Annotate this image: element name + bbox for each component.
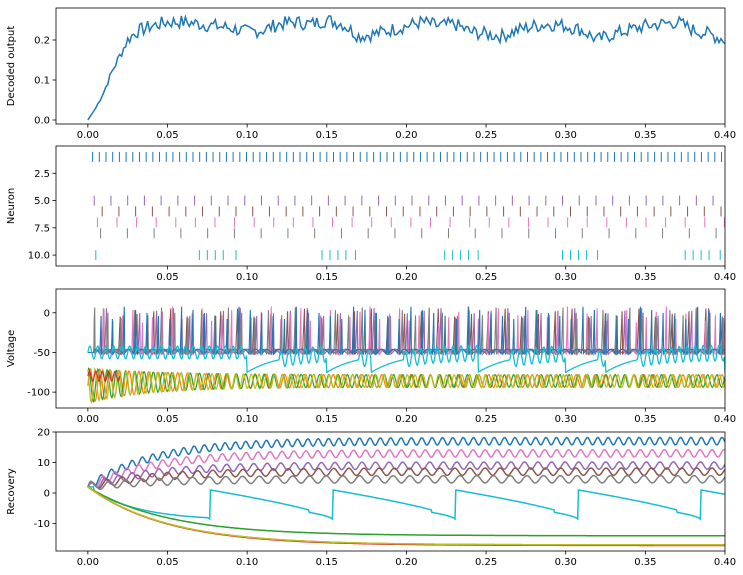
y-tick-label: 10: [37, 458, 50, 469]
x-tick-label: 0.15: [316, 130, 338, 141]
recovery-trace: [87, 474, 725, 490]
x-tick-label: 0.25: [475, 130, 497, 141]
x-tick-label: 0.40: [714, 272, 736, 283]
x-tick-label: 0.10: [236, 557, 258, 568]
x-tick-label: 0.25: [475, 272, 497, 283]
voltage-trace: [87, 366, 725, 403]
recovery-trace: [87, 461, 725, 489]
x-tick-label: 0.35: [634, 557, 656, 568]
recovery-trace: [87, 448, 725, 488]
x-tick-label: 0.05: [156, 557, 178, 568]
x-tick-label: 0.20: [395, 130, 417, 141]
y-tick-label: 2.5: [34, 169, 50, 180]
x-tick-label: 0.05: [156, 130, 178, 141]
voltage-panel: 0.00 0.05 0.10 0.15 0.20 0.25 0.30 0.35 0.40 0 -50…: [6, 288, 736, 425]
x-tick-label: 0.35: [634, 272, 656, 283]
y-tick-label: 20: [37, 428, 50, 439]
x-tick-label: 0.10: [236, 130, 258, 141]
recovery-trace: [87, 486, 725, 537]
x-tick-label: 0.30: [555, 272, 577, 283]
x-tick-label: 0.25: [475, 414, 497, 425]
x-tick-label: 0.40: [714, 414, 736, 425]
y-tick-label: 0: [44, 308, 50, 319]
y-tick-label: 7.5: [34, 223, 50, 234]
decoded-output-line: [87, 14, 725, 121]
x-tick-label: 0.35: [634, 414, 656, 425]
recovery-trace: [87, 467, 725, 489]
recovery-trace: [87, 436, 725, 488]
x-tick-label: 0.00: [77, 557, 99, 568]
y-tick-label: 0: [44, 489, 50, 500]
axes-frame: [55, 431, 726, 552]
x-tick-label: 0.20: [395, 272, 417, 283]
y-tick-label: 0.1: [34, 76, 50, 87]
x-tick-label: 0.30: [555, 557, 577, 568]
x-tick-label: 0.30: [555, 130, 577, 141]
voltage-trace: [87, 306, 725, 357]
x-tick-label: 0.35: [634, 130, 656, 141]
x-tick-label: 0.00: [77, 414, 99, 425]
y-tick-label: 5.0: [34, 196, 50, 207]
axes-frame: [55, 7, 726, 125]
recovery-trace: [87, 486, 725, 546]
voltage-trace: [87, 367, 725, 404]
y-tick-label: -100: [27, 388, 50, 399]
voltage-trace: [87, 370, 121, 382]
x-tick-label: 0.00: [77, 130, 99, 141]
y-tick-label: 0.0: [34, 116, 50, 127]
y-tick-label: 10.0: [28, 251, 50, 262]
x-tick-label: 0.25: [475, 557, 497, 568]
x-tick-label: 0.15: [316, 557, 338, 568]
recovery-panel: 0.00 0.05 0.10 0.15 0.20 0.25 0.30 0.35 0.40 20 10…: [6, 428, 736, 569]
x-tick-label: 0.40: [714, 130, 736, 141]
y-axis-label: Voltage: [6, 330, 17, 368]
x-tick-label: 0.20: [395, 414, 417, 425]
x-tick-label: 0.05: [156, 272, 178, 283]
x-tick-label: 0.30: [555, 414, 577, 425]
axes-frame: [55, 145, 726, 267]
decoded-output-panel: 0.00 0.05 0.10 0.15 0.20 0.25 0.30 0.35 0.40 0.0 0…: [6, 7, 736, 141]
x-tick-label: 0.40: [714, 557, 736, 568]
x-tick-label: 0.10: [236, 272, 258, 283]
y-axis-label: Decoded output: [6, 26, 17, 107]
x-tick-label: 0.20: [395, 557, 417, 568]
x-tick-label: 0.10: [236, 414, 258, 425]
y-axis-label: Recovery: [6, 468, 17, 514]
y-tick-label: 0.2: [34, 36, 50, 47]
axes-frame: [55, 288, 726, 409]
voltage-trace: [87, 344, 725, 374]
spike-raster-panel: 0.05 0.10 0.15 0.20 0.25 0.30 0.35 0.40 2.5 5.0 7.…: [6, 145, 736, 283]
y-tick-label: -50: [34, 348, 50, 359]
y-tick-label: -10: [34, 519, 50, 530]
recovery-trace: [87, 486, 725, 521]
x-tick-label: 0.15: [316, 272, 338, 283]
x-tick-label: 0.05: [156, 414, 178, 425]
y-axis-label: Neuron: [6, 188, 17, 224]
x-tick-label: 0.15: [316, 414, 338, 425]
